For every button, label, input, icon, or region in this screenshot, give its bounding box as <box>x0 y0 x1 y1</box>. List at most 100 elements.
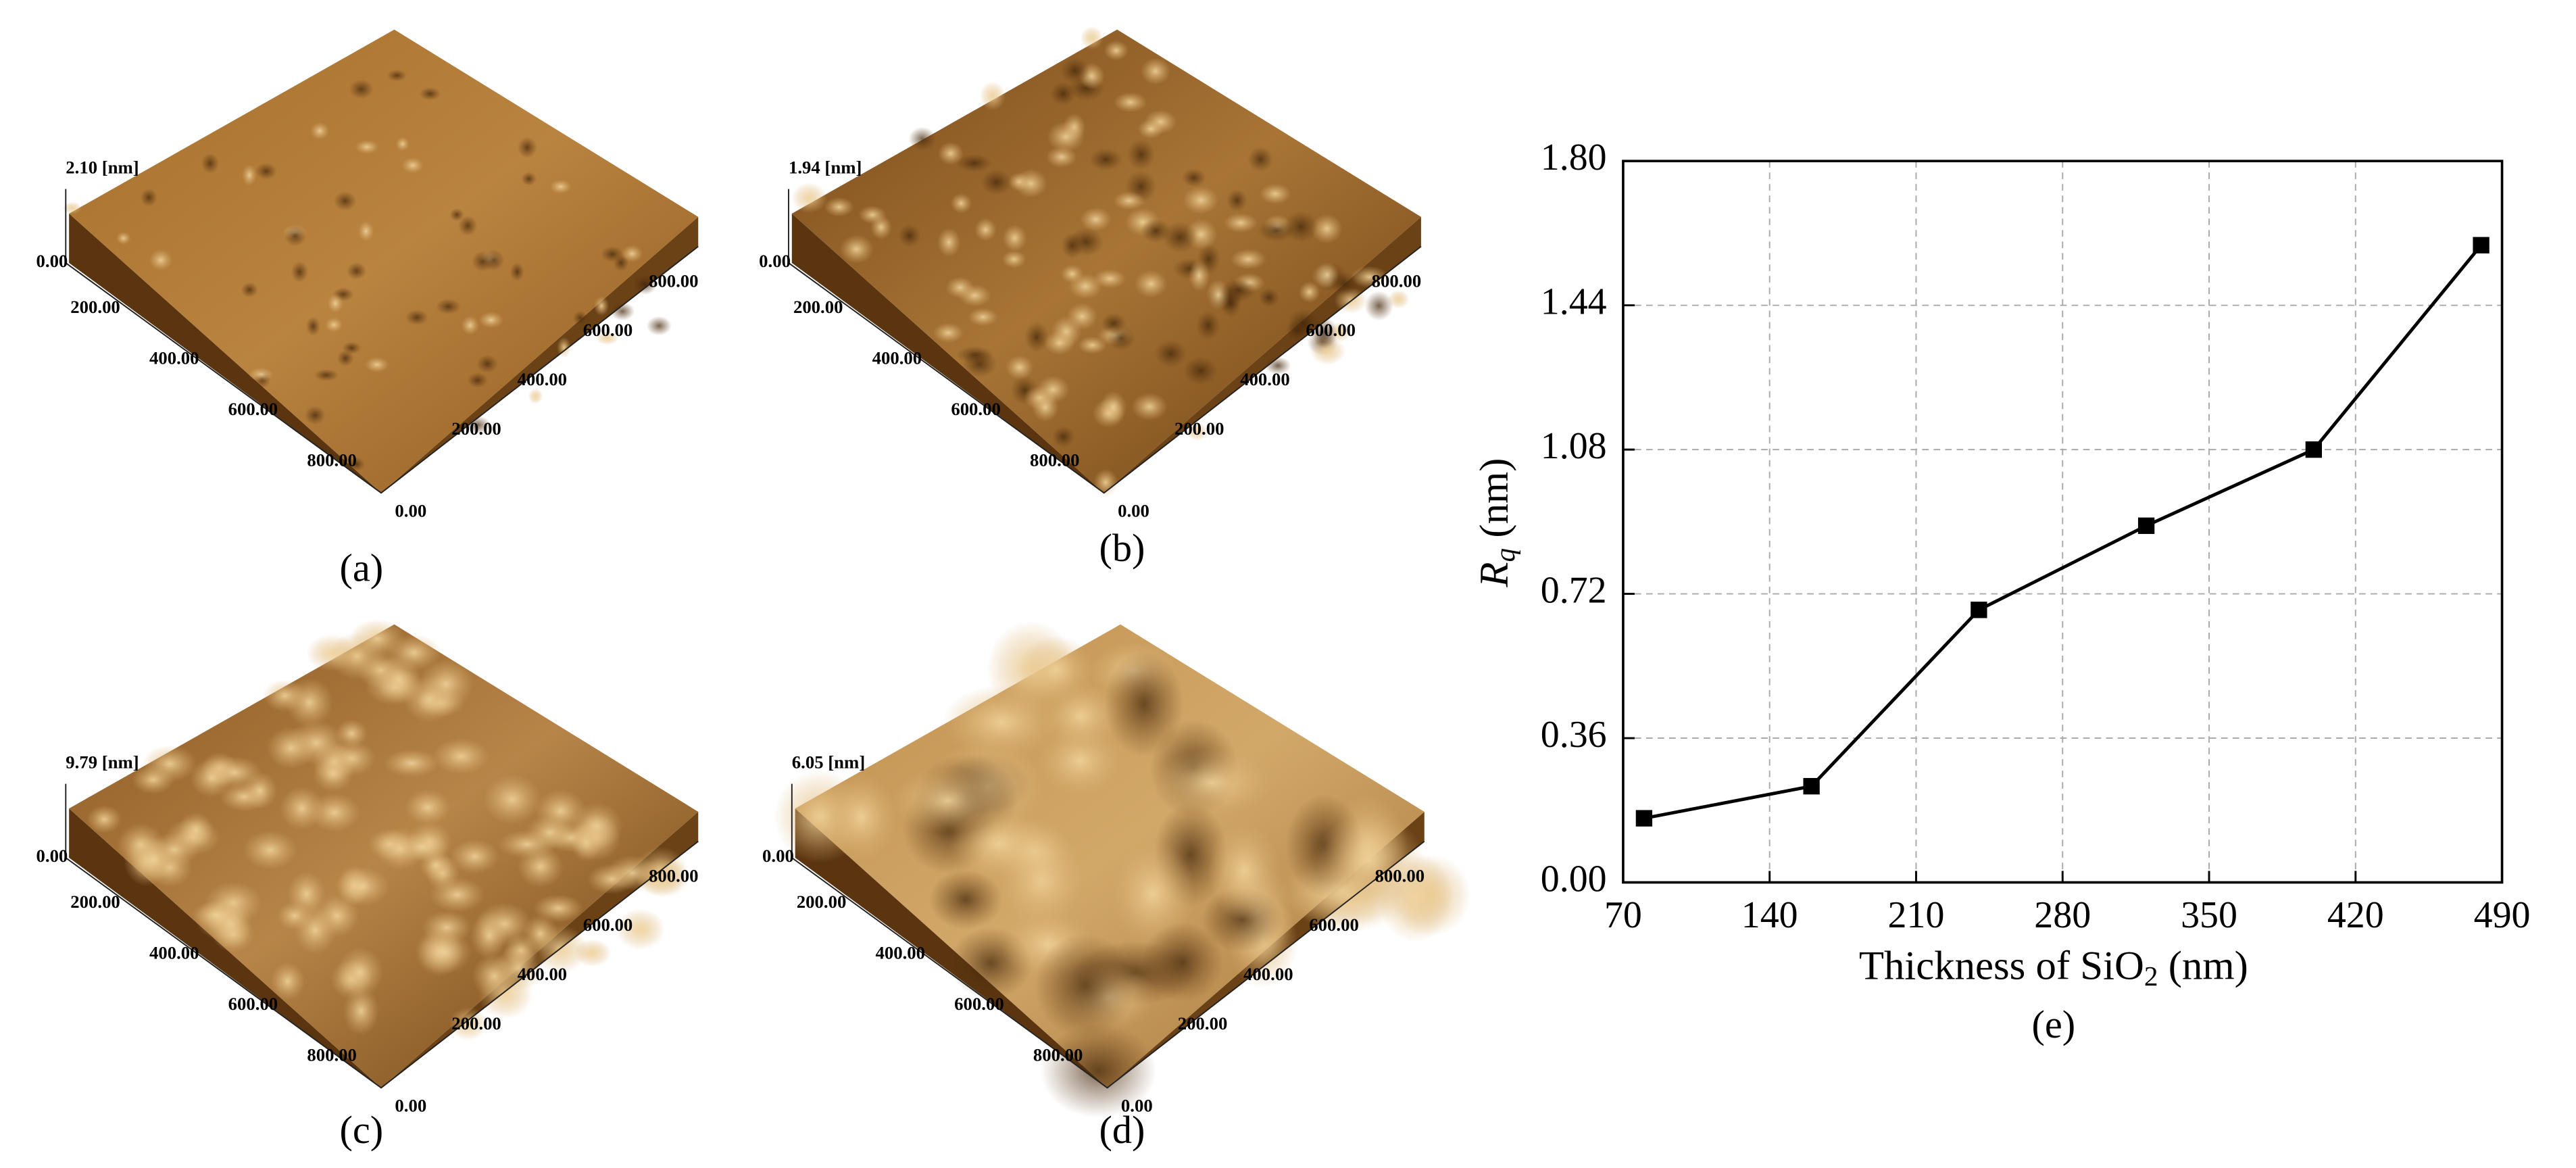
surface-bump <box>839 235 874 264</box>
surface-bump <box>937 141 964 166</box>
surface-bump <box>337 947 384 998</box>
data-line <box>1643 244 2483 821</box>
surface-bump <box>1080 26 1104 50</box>
surface-bump <box>1259 183 1291 205</box>
surface-bump <box>1060 57 1090 84</box>
surface-bump <box>1223 213 1258 233</box>
surface-bump <box>593 295 610 316</box>
surface-bump <box>1364 291 1393 321</box>
left-tick-label: 400.00 <box>876 943 926 963</box>
y-tick-label: 0.72 <box>1541 569 1607 611</box>
surface-bump <box>357 220 374 242</box>
right-tick-label: 600.00 <box>583 320 633 340</box>
surface-bump <box>981 169 1012 196</box>
surface-bump <box>327 293 344 313</box>
surface-bump <box>1141 922 1224 1002</box>
afm-panel: 2.10 [nm] 0.00 200.00 400.00 600.00 800.00 0.0… <box>36 29 699 521</box>
surface-bump <box>937 228 961 257</box>
surface-bump <box>201 153 220 174</box>
surface-bump <box>1035 933 1135 1039</box>
surface-bump <box>1104 40 1129 61</box>
surface-bump <box>417 930 472 974</box>
surface <box>69 29 699 493</box>
surface-bump <box>1131 393 1168 421</box>
surface-bump <box>1024 321 1049 353</box>
surface-bump <box>1287 309 1320 337</box>
surface-bump <box>347 262 367 280</box>
surface-bump <box>532 894 584 923</box>
left-tick-label: 600.00 <box>228 399 278 419</box>
surface-bump <box>364 356 389 373</box>
surface-bump <box>908 126 937 151</box>
surface-side <box>791 214 1104 493</box>
surface-bump <box>255 162 277 180</box>
right-tick-label: 800.00 <box>649 270 699 291</box>
surface-bump <box>404 789 451 825</box>
x-axis-label: Thickness of SiO2 (nm) <box>1859 943 2248 992</box>
surface-bump <box>1101 312 1126 335</box>
surface-bump <box>1110 840 1195 948</box>
surface-bump <box>1114 92 1147 113</box>
surface-bump <box>266 727 316 769</box>
surface-bump <box>1006 355 1034 380</box>
surface-bump <box>945 276 974 299</box>
right-tick-label: 0.00 <box>1118 501 1149 521</box>
surface-bump <box>950 193 972 214</box>
surface-bump <box>86 805 122 834</box>
surface-bump <box>1044 331 1075 356</box>
surface-bump <box>824 197 854 217</box>
panel-caption: (c) <box>340 1108 384 1152</box>
data-point <box>1803 778 1820 795</box>
surface-bump <box>572 310 588 326</box>
right-tick-label: 200.00 <box>1178 1013 1228 1033</box>
surface-bump <box>1099 391 1127 424</box>
surface-bump <box>1208 822 1281 921</box>
surface-bump <box>242 771 278 810</box>
surface-bump <box>1154 339 1187 368</box>
surface-bump <box>449 208 464 222</box>
surface-bump <box>1137 119 1164 139</box>
surface-bump <box>395 137 410 151</box>
surface-bump <box>449 1007 487 1041</box>
z-label: 6.05 [nm] <box>792 752 865 773</box>
surface-bump <box>517 845 564 888</box>
surface-bump <box>1037 375 1070 404</box>
surface-bump <box>478 312 504 328</box>
surface-side <box>69 808 382 1088</box>
surface-bump <box>1186 422 1208 441</box>
surface-bump <box>1126 139 1156 170</box>
surface-bump <box>1068 227 1104 257</box>
surface-bump <box>1080 207 1112 232</box>
surface-bump <box>482 774 541 825</box>
surface-bump <box>1183 186 1219 214</box>
surface-bump <box>192 901 241 929</box>
surface-bump <box>1104 650 1184 758</box>
z-zero: 0.00 <box>36 251 68 271</box>
x-tick-label: 350 <box>2181 894 2237 936</box>
surface-bump <box>294 905 337 954</box>
y-tick-label: 1.08 <box>1541 425 1607 467</box>
right-tick-label: 200.00 <box>1174 418 1224 439</box>
surface-bump <box>1314 814 1425 907</box>
surface-bump <box>1018 635 1094 704</box>
right-tick-label: 0.00 <box>395 1096 426 1116</box>
left-tick-label: 200.00 <box>70 297 120 317</box>
surface-bump <box>621 245 643 263</box>
z-label: 2.10 [nm] <box>66 157 139 178</box>
surface-bump <box>1284 211 1318 243</box>
x-tick-label: 140 <box>1741 894 1798 936</box>
surface-bump <box>1162 221 1198 253</box>
surface-bump <box>1247 146 1274 172</box>
surface-bump <box>595 331 619 345</box>
surface-bump <box>279 786 324 831</box>
left-tick-label: 200.00 <box>70 892 120 912</box>
surface-bump <box>601 246 624 262</box>
surface-bump <box>190 758 234 798</box>
z-zero: 0.00 <box>762 846 794 866</box>
surface-bump <box>347 457 366 472</box>
surface-bump <box>528 388 543 404</box>
surface-bump <box>1227 189 1247 212</box>
surface-bump <box>956 345 994 364</box>
surface-bump <box>241 282 258 298</box>
